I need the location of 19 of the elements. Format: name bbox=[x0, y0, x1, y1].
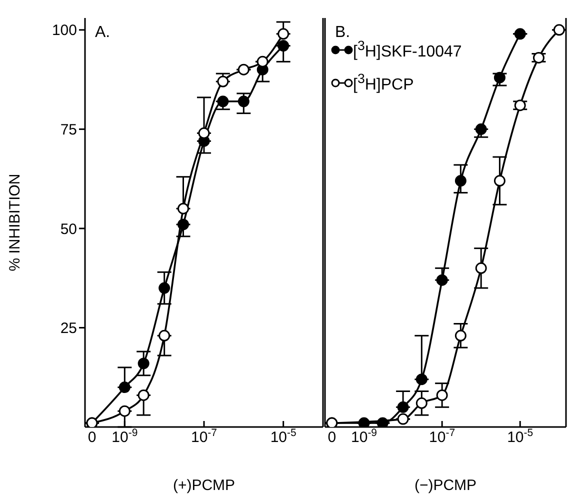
x-tick-label: 0 bbox=[88, 429, 96, 446]
legend-label: [$^{3}$H]SKF-10047 bbox=[353, 38, 462, 62]
y-axis-title: % INHIBITION bbox=[6, 174, 24, 272]
annotation: A. bbox=[95, 24, 110, 42]
x-tick-label: 10$^{-7}$ bbox=[429, 427, 456, 446]
y-tick-label: 50 bbox=[60, 220, 77, 238]
x-tick-label: 10$^{-5}$ bbox=[270, 427, 296, 446]
y-tick-label: 100 bbox=[52, 22, 77, 40]
x-tick-label: 10$^{-7}$ bbox=[190, 427, 218, 446]
annotation: B. bbox=[335, 24, 350, 42]
legend-label: [$^{3}$H]PCP bbox=[353, 71, 414, 95]
x-tick-label: 10$^{-9}$ bbox=[351, 427, 378, 446]
x-axis-title: (+)PCMP bbox=[172, 477, 236, 494]
y-tick-label: 25 bbox=[60, 320, 77, 338]
x-axis-title: (−)PCMP bbox=[414, 477, 477, 494]
y-tick-label: 75 bbox=[60, 122, 77, 139]
x-tick-label: 10$^{-9}$ bbox=[112, 427, 138, 446]
x-tick-label: 0 bbox=[328, 429, 336, 446]
x-tick-label: 10$^{-5}$ bbox=[507, 427, 534, 446]
